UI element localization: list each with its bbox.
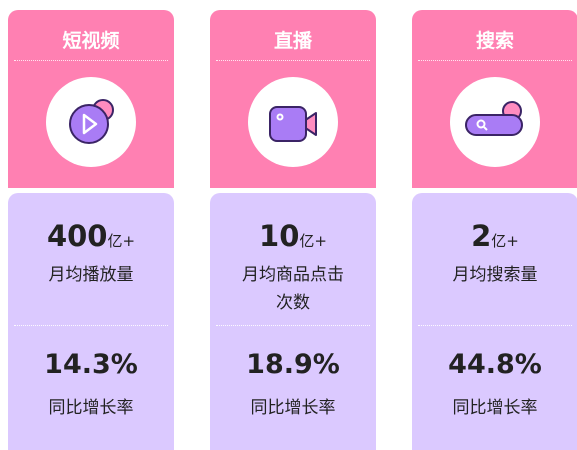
column-title: 短视频	[62, 30, 120, 52]
value-unit: 亿+	[491, 232, 519, 250]
divider	[14, 325, 168, 326]
growth-value: 14.3%	[44, 349, 138, 380]
value-number: 2	[471, 219, 492, 253]
divider	[216, 60, 370, 61]
column: 直播 10亿+ 月均商品点击次数 18.9% 同比增长率	[210, 0, 376, 450]
growth-label: 同比增长率	[250, 398, 336, 418]
metric-label: 月均搜索量	[452, 265, 538, 285]
metric-label: 月均播放量	[48, 265, 134, 285]
icon-circle	[248, 77, 338, 167]
header-card: 直播	[210, 10, 376, 188]
value: 10亿+	[210, 219, 376, 253]
growth-value: 18.9%	[246, 349, 340, 380]
value-number: 400	[46, 219, 108, 253]
stats-card: 2亿+ 月均搜索量 44.8% 同比增长率	[412, 193, 577, 450]
value-number: 10	[259, 219, 300, 253]
divider	[14, 60, 168, 61]
stats-card: 10亿+ 月均商品点击次数 18.9% 同比增长率	[210, 193, 376, 450]
growth-label: 同比增长率	[452, 398, 538, 418]
header-card: 搜索	[412, 10, 577, 188]
live-icon	[269, 106, 317, 142]
video-icon	[69, 99, 114, 144]
column-title: 搜索	[475, 30, 514, 52]
value-unit: 亿+	[107, 232, 136, 250]
icon-circle	[46, 77, 136, 167]
column-title: 直播	[273, 30, 312, 52]
column: 搜索 2亿+ 月均搜索量 44.8% 同比增长率	[412, 0, 577, 450]
value: 400亿+	[8, 219, 174, 253]
divider	[418, 60, 572, 61]
growth-label: 同比增长率	[48, 398, 134, 418]
column: 短视频 400亿+ 月均播放量 14.3% 同比增长率	[8, 0, 174, 450]
value: 2亿+	[412, 219, 577, 253]
stats-card: 400亿+ 月均播放量 14.3% 同比增长率	[8, 193, 174, 450]
header-card: 短视频	[8, 10, 174, 188]
search-icon	[465, 101, 523, 136]
divider	[216, 325, 370, 326]
metric-label: 月均商品点击次数	[242, 265, 344, 313]
growth-value: 44.8%	[448, 349, 542, 380]
icon-circle	[450, 77, 540, 167]
value-unit: 亿+	[299, 232, 327, 250]
divider	[418, 325, 572, 326]
